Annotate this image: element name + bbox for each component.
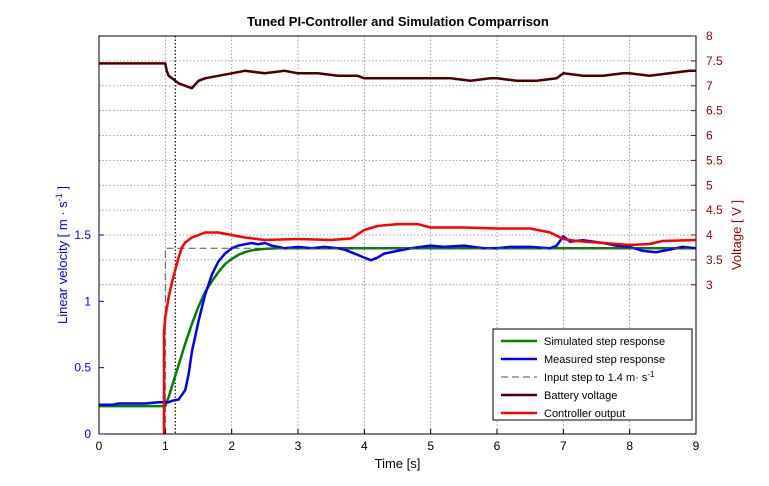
y-right-tick-label: 7 xyxy=(706,79,713,93)
y-axis-left-label-close: ] xyxy=(55,186,70,193)
legend-entry: Measured step response xyxy=(544,354,665,366)
y-right-tick-label: 5.5 xyxy=(706,153,723,167)
y-right-tick-label: 6 xyxy=(706,129,713,143)
y-axis-left-label: Linear velocity [ m · s-1 ] xyxy=(54,186,70,324)
x-tick-label: 9 xyxy=(693,439,700,453)
legend-entry: Battery voltage xyxy=(544,390,617,402)
y-axis-right-label: Voltage [ V ] xyxy=(729,200,744,270)
x-axis-label: Time [s] xyxy=(375,456,421,471)
legend-entry: Simulated step response xyxy=(544,336,665,348)
y-left-tick-label: 1.5 xyxy=(74,228,91,242)
series-line-measured xyxy=(99,235,697,407)
x-tick-label: 6 xyxy=(494,439,501,453)
series-line-battery xyxy=(99,62,696,90)
y-right-tick-label: 8 xyxy=(706,29,713,43)
y-left-tick-label: 1 xyxy=(84,294,91,308)
chart-title: Tuned PI-Controller and Simulation Compa… xyxy=(247,14,549,29)
legend-entry: Input step to 1.4 m· s-1 xyxy=(544,370,655,384)
legend-box xyxy=(492,328,693,421)
x-tick-label: 5 xyxy=(427,439,434,453)
x-tick-label: 4 xyxy=(361,439,368,453)
x-tick-label: 0 xyxy=(96,439,103,453)
series-line-controller xyxy=(162,222,697,434)
y-right-tick-label: 7.5 xyxy=(706,54,723,68)
ticks: 0 1 2 3 4 5 6 7 8 9 3 3.5 4 4.5 5 5.5 6 6.5 7 7.5 8 0 0.5 1 1.5 xyxy=(74,29,723,453)
y-right-tick-label: 3 xyxy=(706,278,713,292)
y-axis-left-label-exponent: -1 xyxy=(54,193,64,201)
x-tick-label: 1 xyxy=(162,439,169,453)
x-tick-label: 3 xyxy=(295,439,302,453)
series-group xyxy=(99,62,697,434)
y-right-tick-label: 6.5 xyxy=(706,104,723,118)
y-right-tick-label: 5 xyxy=(706,178,713,192)
y-right-tick-label: 3.5 xyxy=(706,253,723,267)
legend: Simulated step response Measured step res… xyxy=(492,328,693,421)
y-axis-left-label-main: Linear velocity [ m · s xyxy=(55,201,70,324)
y-left-tick-label: 0 xyxy=(84,427,91,441)
y-right-tick-label: 4 xyxy=(706,228,713,242)
x-tick-label: 8 xyxy=(626,439,633,453)
y-right-tick-label: 4.5 xyxy=(706,203,723,217)
series-line-input xyxy=(164,247,696,434)
legend-entry: Controller output xyxy=(544,408,625,420)
x-tick-label: 2 xyxy=(228,439,235,453)
y-left-tick-label: 0.5 xyxy=(74,361,91,375)
x-tick-label: 7 xyxy=(560,439,567,453)
